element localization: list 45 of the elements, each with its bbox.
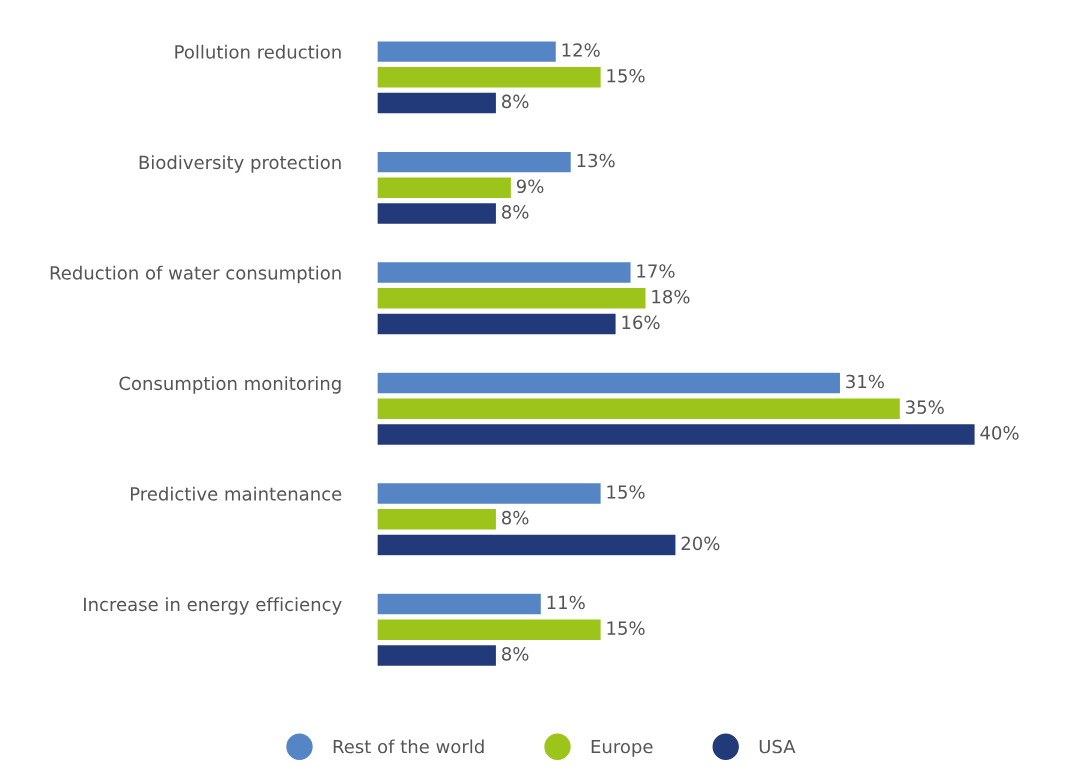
bar (376, 312, 617, 336)
y-tick-label: Pollution reduction (175, 44, 341, 59)
data-label: 35% (906, 400, 944, 415)
data-label: 17% (637, 264, 675, 278)
bar (376, 481, 603, 506)
data-label: 18% (652, 289, 690, 304)
y-tick-label: Predictive maintenance (130, 486, 342, 501)
bar (376, 201, 498, 226)
bar (376, 397, 902, 421)
data-label: 8% (502, 205, 529, 219)
bar (376, 286, 647, 310)
data-label: 15% (607, 621, 645, 635)
data-label: 31% (846, 374, 884, 389)
data-label: 8% (502, 647, 529, 661)
bar (376, 507, 498, 531)
bar (376, 643, 498, 668)
legend-label: Rest of the world (333, 739, 484, 754)
data-label: 15% (607, 68, 645, 83)
legend-label: Europe (591, 739, 653, 757)
bar (376, 533, 677, 557)
bar (376, 40, 558, 64)
data-label: 16% (622, 315, 660, 330)
data-label: 12% (562, 43, 600, 57)
bar (376, 618, 603, 642)
data-label: 15% (607, 485, 645, 499)
data-label: 20% (681, 536, 720, 551)
legend-label: USA (759, 739, 796, 754)
y-tick-label: Increase in energy efficiency (84, 597, 342, 615)
bar (376, 592, 543, 616)
data-label: 8% (502, 510, 529, 525)
data-label: 9% (516, 179, 544, 194)
y-tick-label: Consumption monitoring (119, 376, 341, 394)
data-label: 13% (577, 153, 615, 168)
bar (376, 65, 603, 89)
bar (376, 150, 573, 174)
y-tick-label: Biodiversity protection (139, 155, 341, 173)
bar (376, 91, 498, 115)
bar (376, 260, 632, 285)
bar (376, 371, 842, 395)
y-tick-label: Reduction of water consumption (50, 265, 341, 284)
bar (376, 422, 976, 447)
data-label: 11% (547, 595, 585, 610)
bar (376, 176, 513, 200)
data-label: 40% (980, 426, 1019, 440)
data-label: 8% (502, 94, 529, 109)
